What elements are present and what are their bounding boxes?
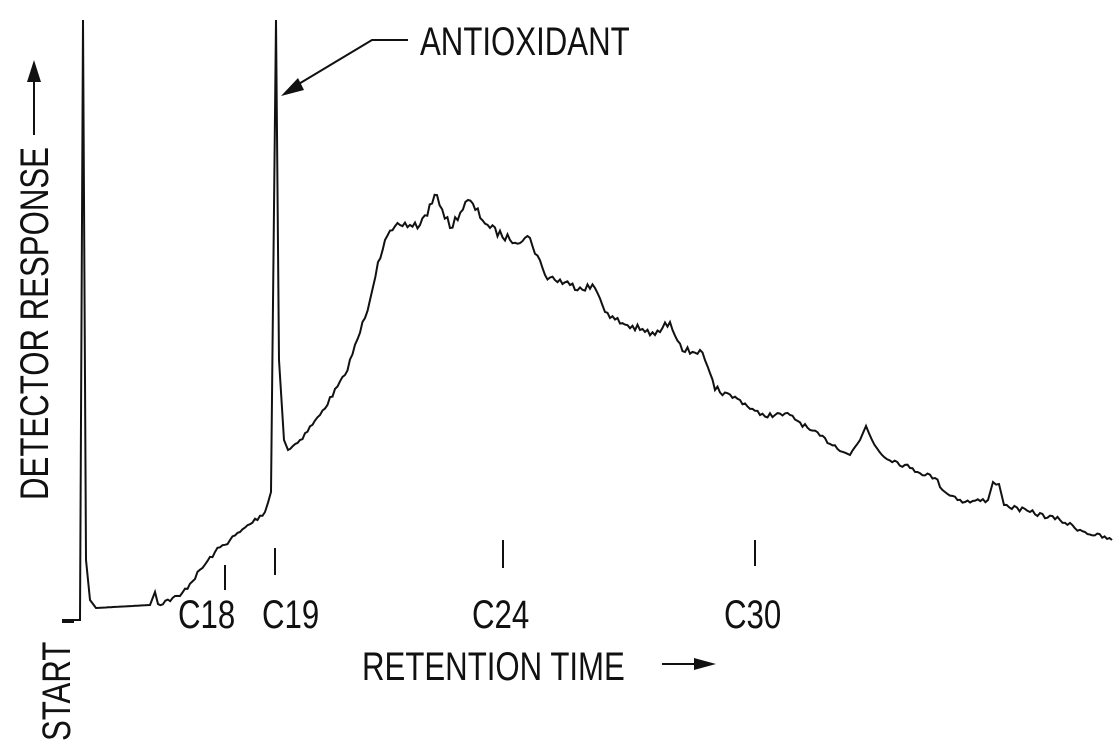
- y-arrow-head: [27, 60, 41, 82]
- annotation-arrow-head: [281, 78, 304, 96]
- start-label-group: START: [34, 642, 79, 741]
- x-axis-label: RETENTION TIME: [362, 644, 625, 689]
- annotation-group: ANTIOXIDANT: [420, 19, 630, 64]
- x-tick-label-group: C24: [472, 592, 529, 637]
- y-label-group: DETECTOR RESPONSE: [12, 147, 57, 500]
- trace: [62, 19, 1113, 621]
- x-tick-label: C24: [472, 592, 529, 637]
- annotation-leader: [291, 39, 408, 89]
- x-tick-label: C18: [178, 592, 235, 637]
- start-label: START: [34, 642, 79, 741]
- annotation: ANTIOXIDANT: [420, 19, 630, 64]
- x-tick-label-group: C18: [178, 592, 235, 637]
- y-axis-label: DETECTOR RESPONSE: [12, 147, 57, 500]
- x-tick-label-group: C30: [724, 592, 781, 637]
- x-tick-label: C19: [262, 592, 319, 637]
- x-tick-label: C30: [724, 592, 781, 637]
- x-label-group: RETENTION TIME: [362, 644, 625, 689]
- x-arrow-head: [694, 658, 716, 670]
- x-tick-label-group: C19: [262, 592, 319, 637]
